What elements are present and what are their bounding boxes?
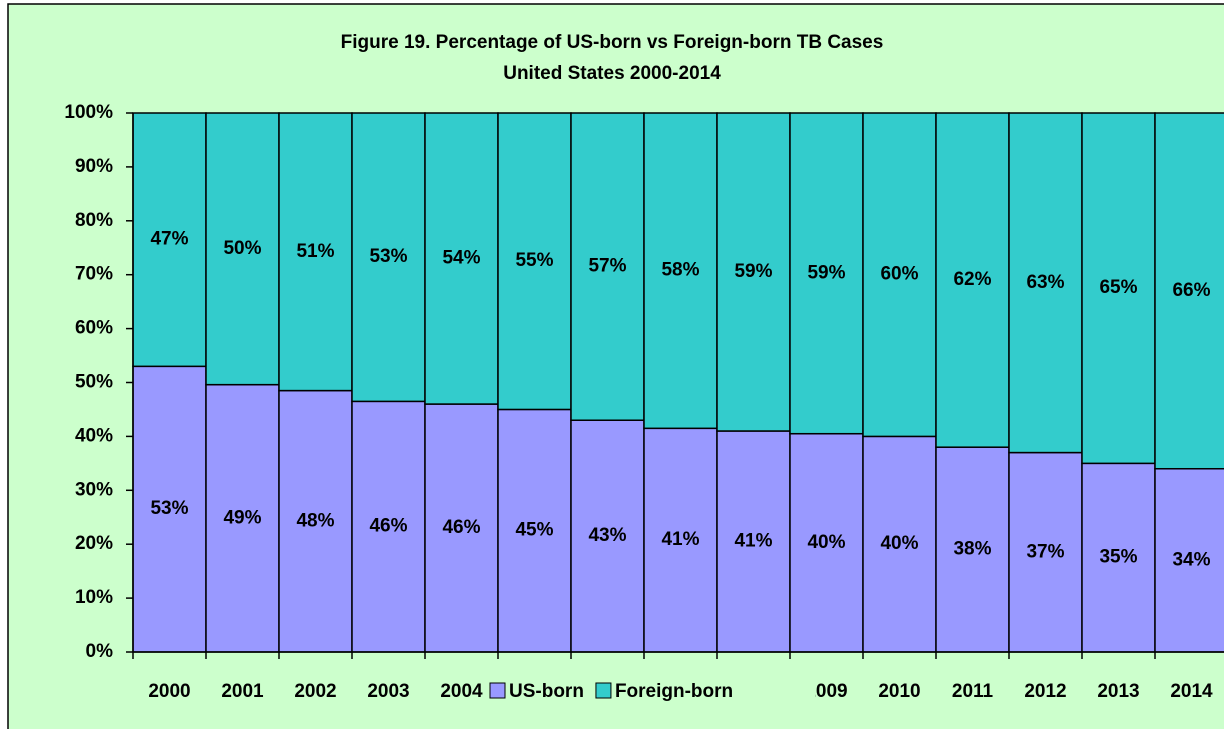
y-tick-label: 100% — [64, 102, 113, 123]
value-label: 40% — [807, 532, 845, 553]
x-tick-label: 2003 — [367, 681, 409, 702]
legend-swatch — [595, 682, 612, 699]
value-label: 41% — [734, 531, 772, 552]
value-label: 46% — [442, 517, 480, 538]
bar-segment — [497, 112, 572, 411]
y-tick-label: 40% — [75, 425, 113, 446]
value-label: 43% — [588, 525, 626, 546]
value-label: 63% — [1026, 272, 1064, 293]
value-label: 55% — [515, 250, 553, 271]
chart-title: Figure 19. Percentage of US-born vs Fore… — [341, 32, 884, 53]
bar-segment — [570, 419, 645, 653]
value-label: 53% — [369, 246, 407, 267]
bar-segment — [643, 427, 718, 653]
legend-label: Foreign-born — [615, 681, 733, 702]
bar-segment — [132, 112, 207, 368]
y-tick-label: 70% — [75, 264, 113, 285]
x-tick-label: 2010 — [878, 681, 920, 702]
bar-segment — [935, 446, 1010, 653]
value-label: 59% — [807, 262, 845, 283]
value-label: 47% — [150, 229, 188, 250]
y-tick-label: 50% — [75, 372, 113, 393]
bar-segment — [351, 400, 426, 653]
value-label: 48% — [296, 510, 334, 531]
bar-segment — [1154, 467, 1224, 653]
y-tick-label: 20% — [75, 533, 113, 554]
value-label: 53% — [150, 498, 188, 519]
bar-segment — [570, 112, 645, 421]
chart-subtitle: United States 2000-2014 — [503, 63, 721, 84]
bar-segment — [278, 112, 353, 392]
y-tick-label: 90% — [75, 156, 113, 177]
y-tick-label: 60% — [75, 318, 113, 339]
x-tick-label: 2012 — [1024, 681, 1066, 702]
bar-segment — [205, 383, 280, 653]
y-tick-label: 30% — [75, 479, 113, 500]
x-tick-label: 2009 — [805, 681, 847, 702]
value-label: 51% — [296, 241, 334, 262]
value-label: 49% — [223, 507, 261, 528]
legend-box — [483, 670, 815, 712]
y-tick-label: 0% — [86, 641, 114, 662]
bar-segment — [1081, 462, 1156, 653]
x-tick-label: 2001 — [221, 681, 264, 702]
x-tick-label: 2000 — [148, 681, 190, 702]
y-tick-label: 10% — [75, 587, 113, 608]
bar-segment — [862, 112, 937, 438]
bar-segment — [1154, 112, 1224, 470]
value-label: 57% — [588, 256, 626, 277]
value-label: 46% — [369, 516, 407, 537]
x-tick-label: 2013 — [1097, 681, 1139, 702]
bar-segment — [1008, 112, 1083, 454]
x-tick-label: 2014 — [1170, 681, 1213, 702]
legend-label: US-born — [509, 681, 584, 702]
value-label: 37% — [1026, 541, 1064, 562]
value-label: 58% — [661, 260, 699, 281]
legend-swatch — [489, 682, 506, 699]
bar-segment — [424, 112, 499, 405]
value-label: 59% — [734, 261, 772, 282]
bar-segment — [716, 112, 791, 432]
value-label: 60% — [880, 264, 918, 285]
x-tick-label: 2002 — [294, 681, 336, 702]
bar-segment — [935, 112, 1010, 448]
value-label: 41% — [661, 529, 699, 550]
x-tick-label: 2011 — [952, 681, 994, 702]
bar-segment — [424, 403, 499, 653]
value-label: 34% — [1172, 549, 1210, 570]
value-label: 65% — [1099, 277, 1137, 298]
value-label: 62% — [953, 269, 991, 290]
bar-segment — [351, 112, 426, 403]
value-label: 54% — [442, 248, 480, 269]
y-tick-label: 80% — [75, 210, 113, 231]
bar-segment — [205, 112, 280, 386]
value-label: 35% — [1099, 547, 1137, 568]
bar-segment — [789, 112, 864, 435]
value-label: 40% — [880, 533, 918, 554]
bar-segment — [1008, 451, 1083, 653]
value-label: 38% — [953, 539, 991, 560]
value-label: 50% — [223, 238, 261, 259]
x-tick-label: 2004 — [440, 681, 483, 702]
bar-segment — [497, 408, 572, 653]
value-label: 66% — [1172, 280, 1210, 301]
value-label: 45% — [515, 520, 553, 541]
